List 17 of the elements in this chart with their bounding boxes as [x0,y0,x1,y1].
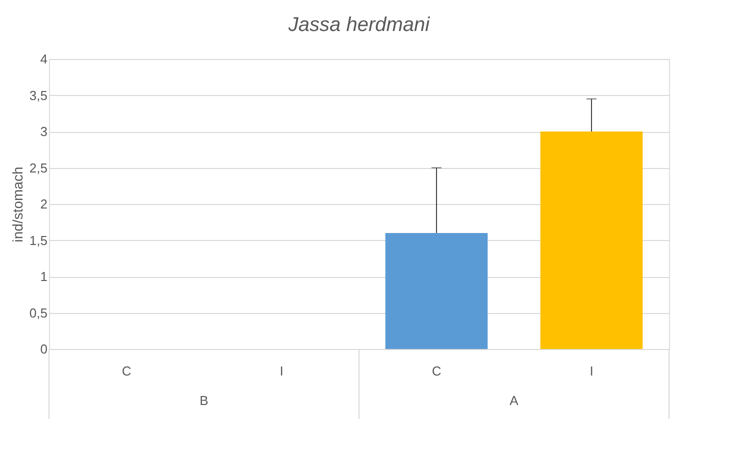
y-tick-label: 1 [40,269,48,284]
y-axis-title: ind/stomach [9,166,26,242]
y-tick-label: 4 [40,52,48,66]
y-tick-label: 2 [40,196,48,212]
y-tick-label: 3 [40,124,48,139]
y-tick-label: 1,5 [29,232,48,248]
text: B [200,393,208,408]
chart-title: Jassa herdmani [287,14,430,36]
x-tick-label: C [122,364,132,378]
y-tick-label: 2,5 [29,160,48,176]
y-tick-label: 0 [40,342,48,356]
text: A [510,393,519,408]
x-tick-label: I [590,364,594,378]
x-tick-label: I [280,364,284,378]
y-tick-label: 0,5 [29,305,48,320]
x-tick-label: C [432,364,442,378]
y-tick-label: 3,5 [29,88,48,103]
